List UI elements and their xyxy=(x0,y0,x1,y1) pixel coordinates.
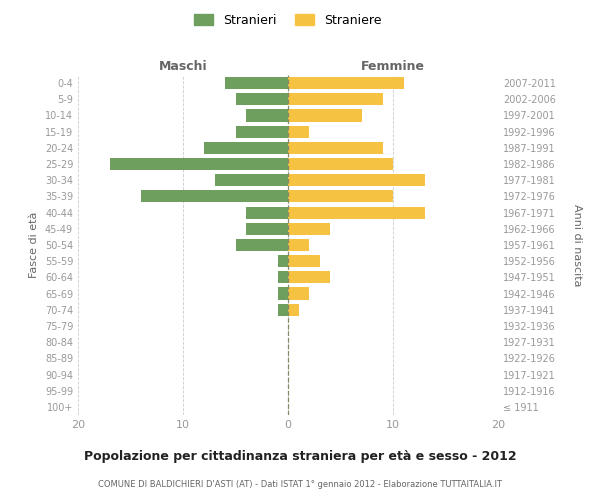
Bar xyxy=(288,158,393,170)
Bar xyxy=(277,304,288,316)
Legend: Stranieri, Straniere: Stranieri, Straniere xyxy=(190,8,386,32)
Bar xyxy=(246,110,288,122)
Bar xyxy=(235,239,288,251)
Bar xyxy=(288,110,361,122)
Bar xyxy=(288,288,309,300)
Bar xyxy=(246,222,288,235)
Bar xyxy=(288,206,425,218)
Text: Maschi: Maschi xyxy=(158,60,208,72)
Bar xyxy=(141,190,288,202)
Bar xyxy=(288,222,330,235)
Bar xyxy=(288,304,299,316)
Y-axis label: Anni di nascita: Anni di nascita xyxy=(572,204,583,286)
Bar xyxy=(288,77,404,89)
Bar xyxy=(215,174,288,186)
Bar xyxy=(277,255,288,268)
Bar xyxy=(288,255,320,268)
Bar xyxy=(246,206,288,218)
Bar xyxy=(235,93,288,106)
Bar xyxy=(277,272,288,283)
Bar xyxy=(225,77,288,89)
Bar xyxy=(288,272,330,283)
Bar xyxy=(235,126,288,138)
Y-axis label: Fasce di età: Fasce di età xyxy=(29,212,39,278)
Bar xyxy=(204,142,288,154)
Bar xyxy=(288,239,309,251)
Bar xyxy=(288,190,393,202)
Bar xyxy=(288,174,425,186)
Bar xyxy=(288,93,383,106)
Bar xyxy=(277,288,288,300)
Bar xyxy=(288,126,309,138)
Text: Femmine: Femmine xyxy=(361,60,425,72)
Text: COMUNE DI BALDICHIERI D'ASTI (AT) - Dati ISTAT 1° gennaio 2012 - Elaborazione TU: COMUNE DI BALDICHIERI D'ASTI (AT) - Dati… xyxy=(98,480,502,489)
Bar xyxy=(288,142,383,154)
Bar xyxy=(109,158,288,170)
Text: Popolazione per cittadinanza straniera per età e sesso - 2012: Popolazione per cittadinanza straniera p… xyxy=(83,450,517,463)
